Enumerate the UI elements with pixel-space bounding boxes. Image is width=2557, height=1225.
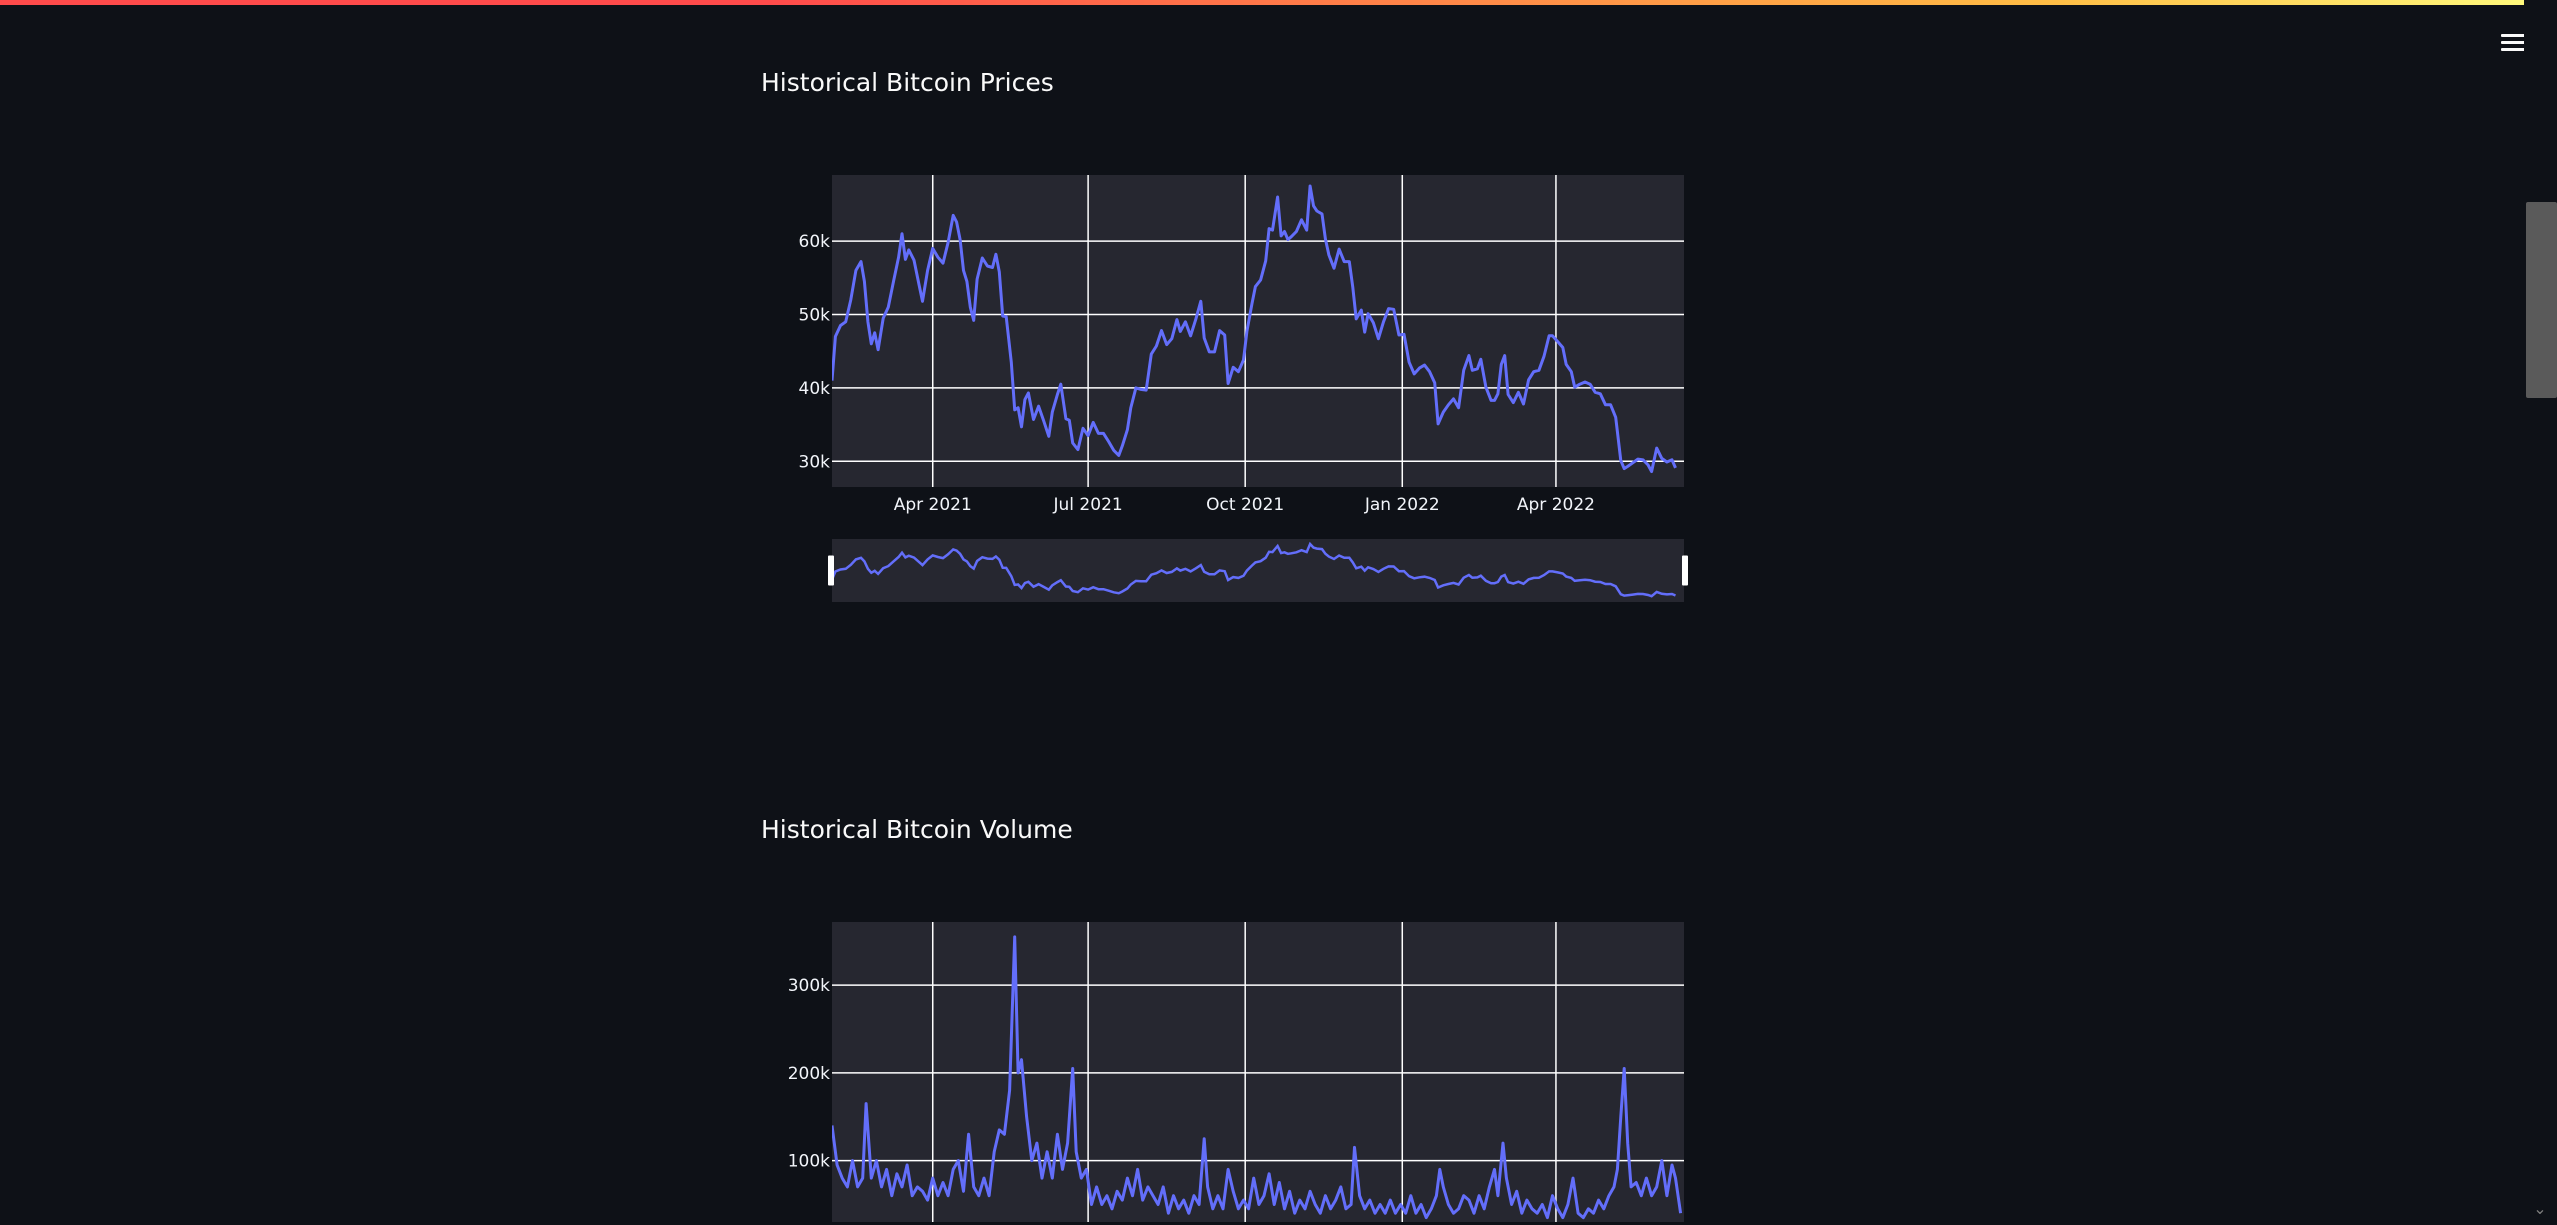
x-tick-label: Oct 2021	[1206, 495, 1284, 515]
y-tick-label: 200k	[788, 1064, 830, 1084]
range-slider-right-handle[interactable]	[1682, 555, 1688, 586]
plot-area	[832, 175, 1684, 487]
range-slider-line	[830, 541, 1676, 598]
volume-section-title: Historical Bitcoin Volume	[761, 815, 1073, 844]
y-tick-label: 60k	[799, 232, 831, 252]
plot-area	[832, 922, 1684, 1222]
y-tick-label: 300k	[788, 976, 830, 996]
menu-line	[2501, 41, 2527, 44]
top-decoration-bar	[0, 0, 2557, 5]
x-tick-label: Apr 2022	[1517, 495, 1595, 515]
hamburger-menu-icon[interactable]	[2498, 30, 2530, 58]
prices-section-title: Historical Bitcoin Prices	[761, 68, 1054, 97]
menu-line	[2501, 34, 2527, 37]
y-tick-label: 50k	[799, 305, 831, 325]
x-tick-label: Apr 2021	[894, 495, 972, 515]
series-line	[832, 184, 1677, 474]
range-slider-left-handle[interactable]	[828, 555, 834, 586]
x-tick-label: Jan 2022	[1364, 495, 1440, 515]
y-tick-label: 30k	[799, 452, 831, 472]
range-slider-background	[832, 539, 1684, 602]
y-tick-label: 100k	[788, 1152, 830, 1172]
price-chart[interactable]: 30k 40k 50k 60k Apr 2021 Jul 2021 Oct 2021 Jan …	[0, 160, 2557, 620]
volume-chart[interactable]: 100k 200k 300k	[0, 905, 2557, 1225]
x-tick-label: Jul 2021	[1053, 495, 1123, 515]
scrollbar-thumb[interactable]	[2526, 202, 2557, 398]
menu-line	[2501, 48, 2527, 51]
series-line	[832, 935, 1683, 1220]
scroll-down-chevron-icon[interactable]: ⌄	[2533, 1199, 2547, 1218]
y-tick-label: 40k	[799, 379, 831, 399]
